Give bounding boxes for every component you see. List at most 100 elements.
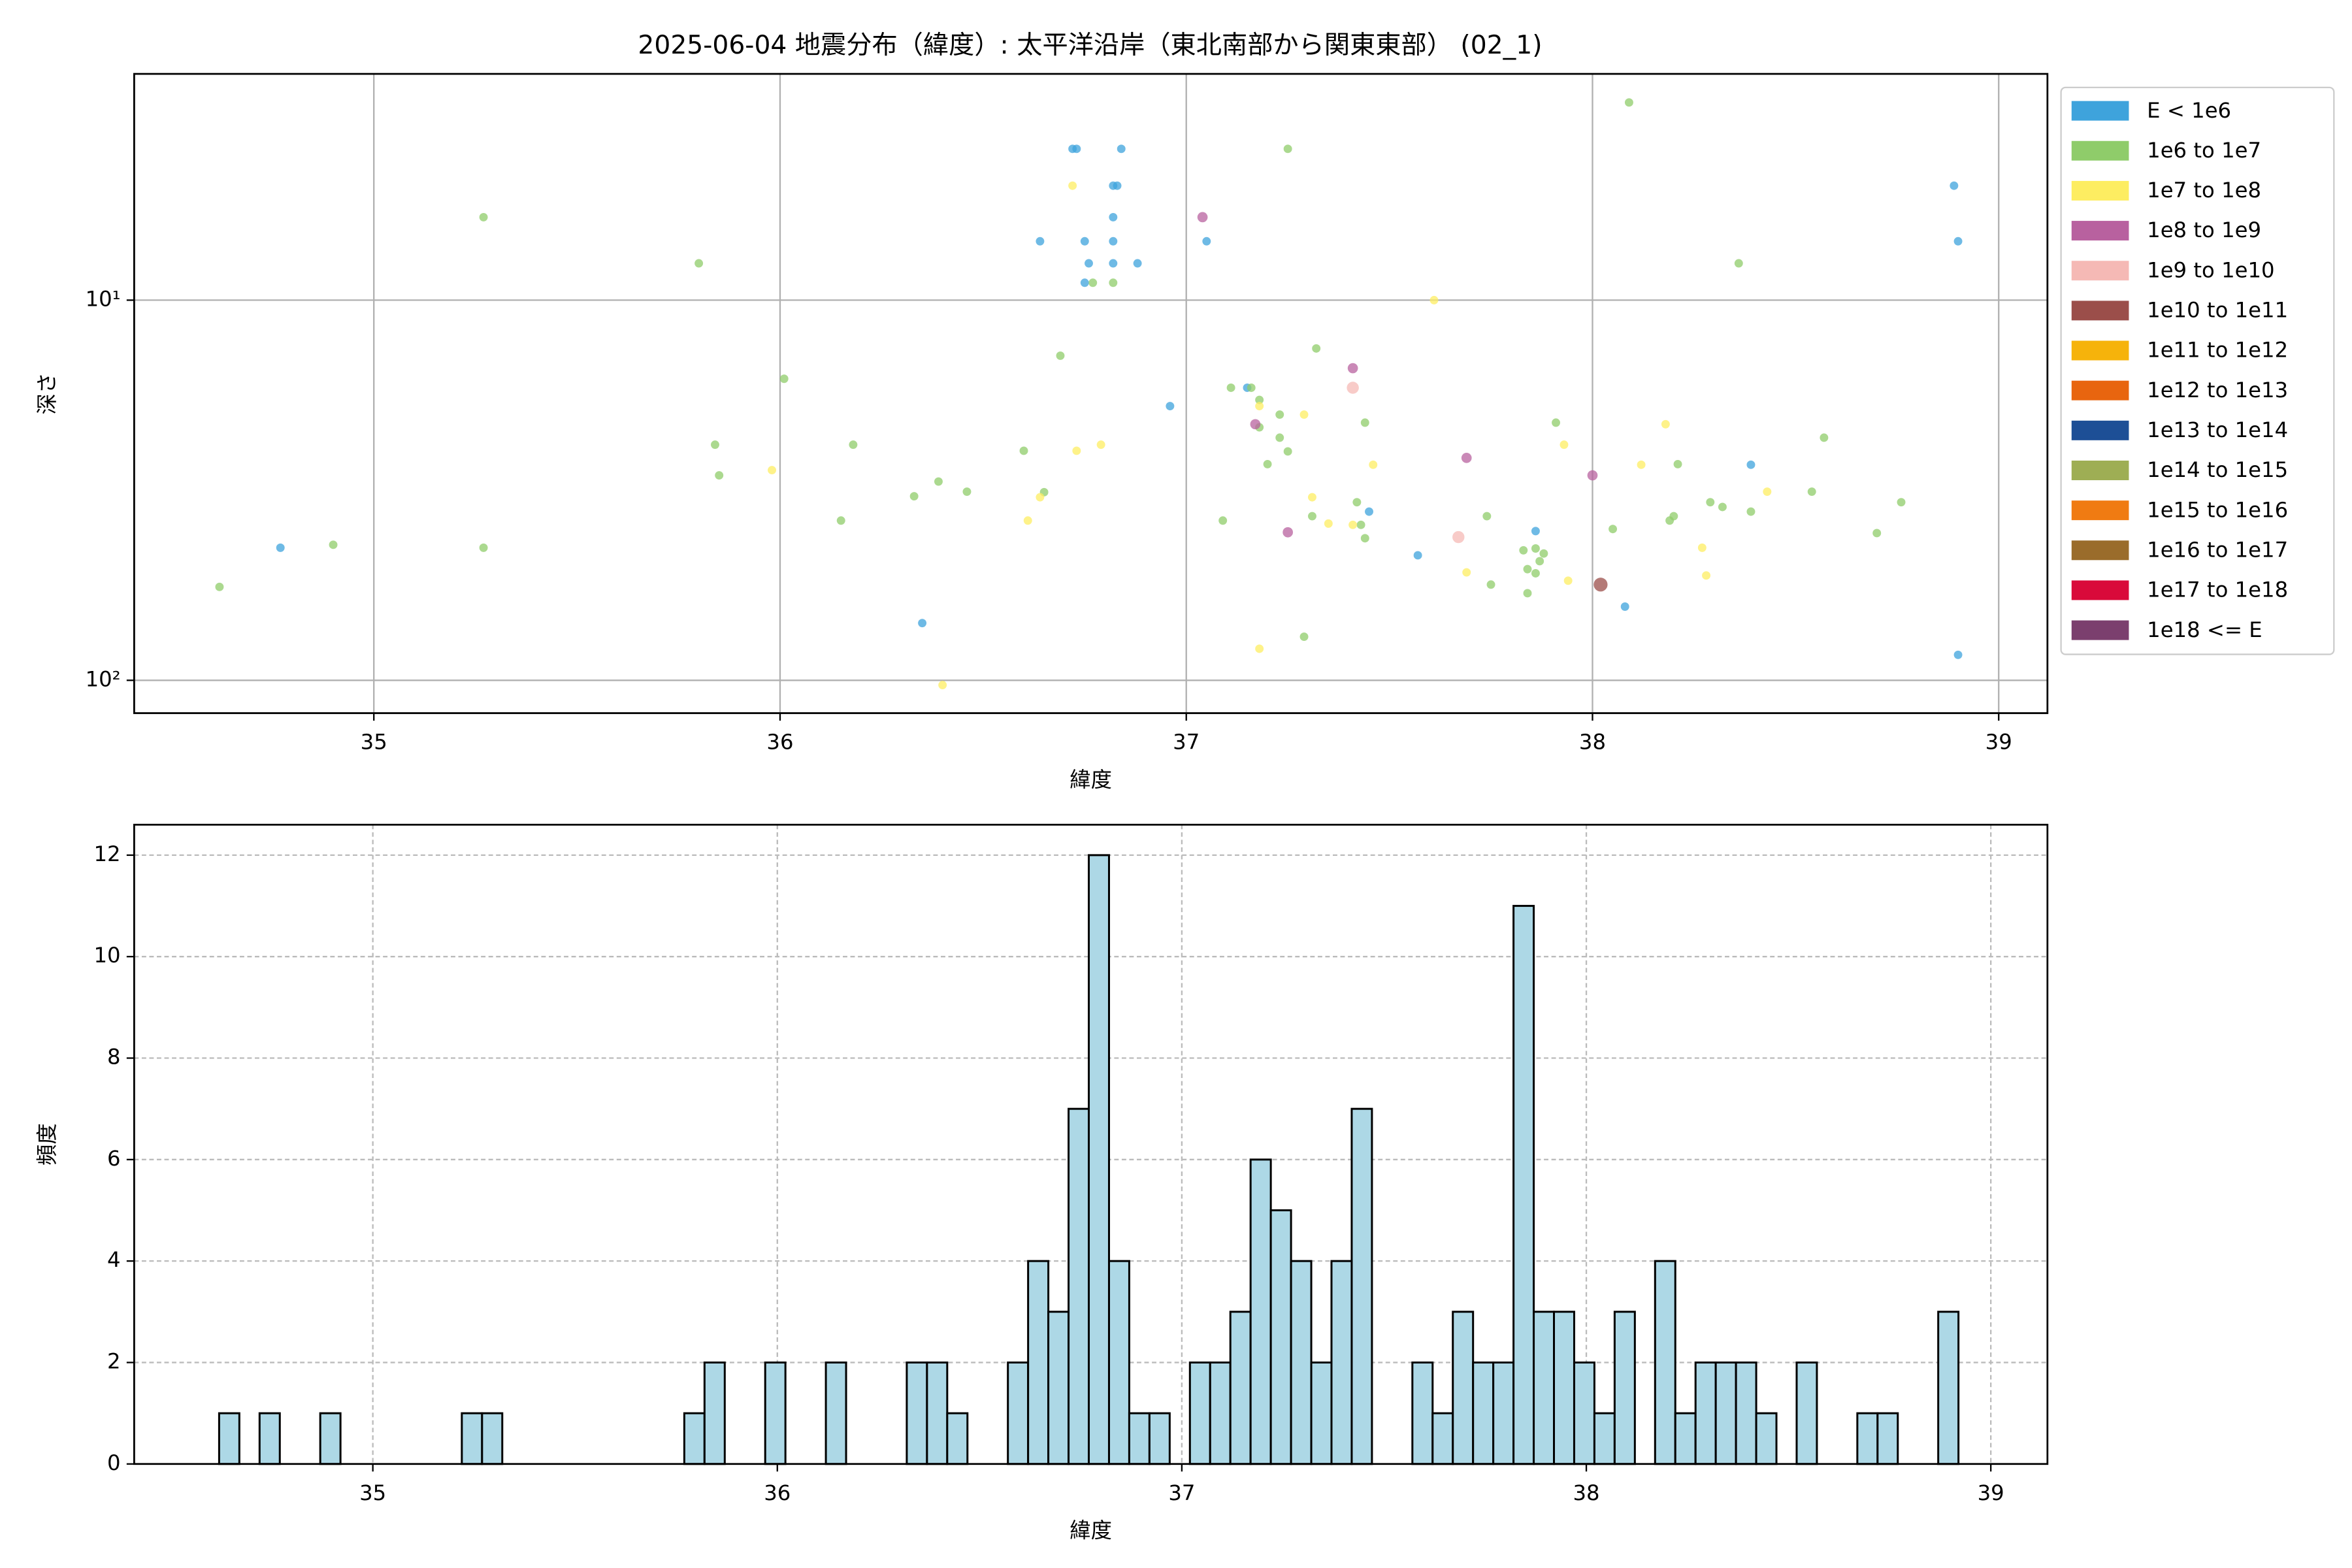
legend-label: 1e18 <= E [2147, 617, 2262, 642]
bar [1795, 1361, 1818, 1465]
data-point [1250, 419, 1261, 430]
data-point [1953, 650, 1963, 659]
bar [1694, 1361, 1717, 1465]
data-point [1461, 453, 1472, 463]
data-point [1360, 534, 1369, 543]
legend-label: 1e7 to 1e8 [2147, 178, 2261, 203]
bar [258, 1412, 281, 1465]
legend-label: 1e10 to 1e11 [2147, 298, 2288, 323]
data-point [715, 471, 724, 480]
x-tick-label: 35 [361, 730, 387, 755]
data-point [1706, 498, 1715, 507]
legend-label: 1e17 to 1e18 [2147, 578, 2288, 602]
legend-swatch [2071, 101, 2129, 121]
bar [1290, 1260, 1313, 1465]
legend-label: 1e8 to 1e9 [2147, 218, 2261, 242]
data-point [276, 543, 285, 552]
data-point [1429, 295, 1439, 304]
data-point [1226, 384, 1235, 392]
bar [481, 1412, 504, 1465]
data-point [1820, 433, 1829, 442]
legend-label: 1e9 to 1e10 [2147, 257, 2274, 282]
data-point [1109, 237, 1118, 246]
data-point [1702, 571, 1711, 580]
data-point [1023, 516, 1032, 525]
data-point [1347, 363, 1358, 374]
legend-label: 1e16 to 1e17 [2147, 537, 2288, 562]
data-point [1697, 543, 1707, 552]
data-point [1369, 460, 1378, 469]
data-point [1587, 470, 1598, 481]
data-point [909, 492, 919, 501]
data-point [1352, 498, 1362, 507]
bar [1007, 1361, 1030, 1465]
data-point [1096, 440, 1105, 449]
data-point [1360, 418, 1369, 427]
data-point [1080, 278, 1089, 287]
bar [1431, 1412, 1454, 1465]
data-point [1299, 410, 1309, 419]
bar [1128, 1412, 1151, 1465]
bar [1593, 1412, 1616, 1465]
data-point [1950, 181, 1959, 190]
data-point [1531, 527, 1540, 536]
data-point [479, 212, 488, 221]
bar [825, 1361, 847, 1465]
x-tick-label: 36 [766, 730, 793, 755]
bar [1310, 1361, 1333, 1465]
data-point [215, 582, 224, 591]
bar [683, 1412, 706, 1465]
data-point [1673, 459, 1682, 468]
data-point [1218, 516, 1228, 525]
data-point [918, 619, 927, 628]
y-tick-label: 8 [107, 1045, 121, 1070]
data-point [1113, 181, 1122, 190]
legend-swatch [2071, 420, 2129, 440]
bar [1937, 1311, 1960, 1465]
bar [1229, 1311, 1252, 1465]
data-point [768, 466, 776, 475]
data-point [1255, 395, 1264, 404]
data-point [1763, 487, 1772, 497]
data-point [779, 374, 789, 384]
bar [1876, 1412, 1899, 1465]
bar [1533, 1311, 1556, 1465]
data-point [1486, 580, 1495, 589]
data-point [836, 516, 845, 525]
data-point [1247, 384, 1256, 392]
x-tick-label: 36 [764, 1480, 791, 1505]
bar [1492, 1361, 1515, 1465]
bar [1249, 1158, 1272, 1465]
bar [1613, 1311, 1636, 1465]
y-tick-label: 6 [107, 1146, 121, 1171]
data-point [1312, 344, 1321, 353]
bar [1654, 1260, 1676, 1465]
y-tick-label: 0 [107, 1450, 121, 1475]
data-point [1807, 487, 1816, 497]
data-point [1531, 544, 1540, 553]
data-point [962, 487, 972, 497]
y-tick-label: 12 [94, 841, 121, 866]
x-axis-label: 緯度 [1070, 767, 1112, 792]
bar [1148, 1412, 1171, 1465]
data-point [1080, 237, 1089, 246]
bar [218, 1412, 240, 1465]
legend-label: 1e15 to 1e16 [2147, 497, 2288, 522]
data-point [1563, 576, 1573, 585]
y-tick-label: 10¹ [86, 286, 121, 311]
bar [1573, 1361, 1595, 1465]
data-point [1620, 602, 1629, 611]
x-tick-label: 37 [1173, 730, 1200, 755]
data-point [1109, 259, 1118, 268]
legend-label: 1e6 to 1e7 [2147, 138, 2261, 163]
data-point [1072, 144, 1081, 154]
data-point [479, 543, 488, 552]
y-tick-label: 10² [86, 666, 121, 691]
data-point [1560, 440, 1569, 449]
chart-title: 2025-06-04 地震分布（緯度）: 太平洋沿岸（東北南部から関東東部） (… [638, 31, 1542, 60]
legend-swatch [2071, 261, 2129, 281]
data-point [1275, 433, 1284, 442]
bar [1411, 1361, 1434, 1465]
